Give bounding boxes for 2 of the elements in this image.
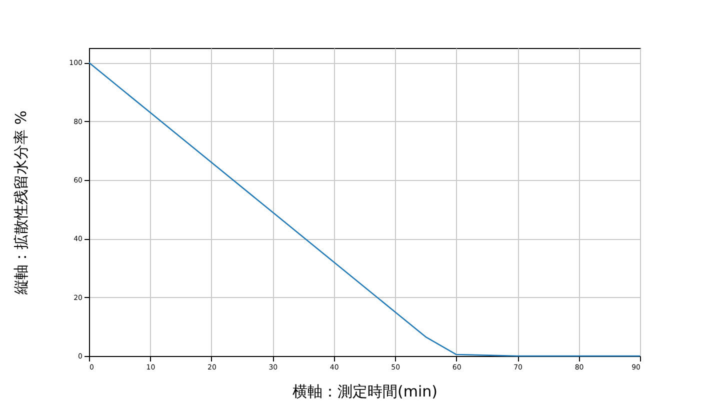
y-axis-title: 縦軸：拡散性残留水分率 %: [12, 110, 30, 296]
x-axis-title: 横軸：測定時間(min): [292, 382, 438, 400]
